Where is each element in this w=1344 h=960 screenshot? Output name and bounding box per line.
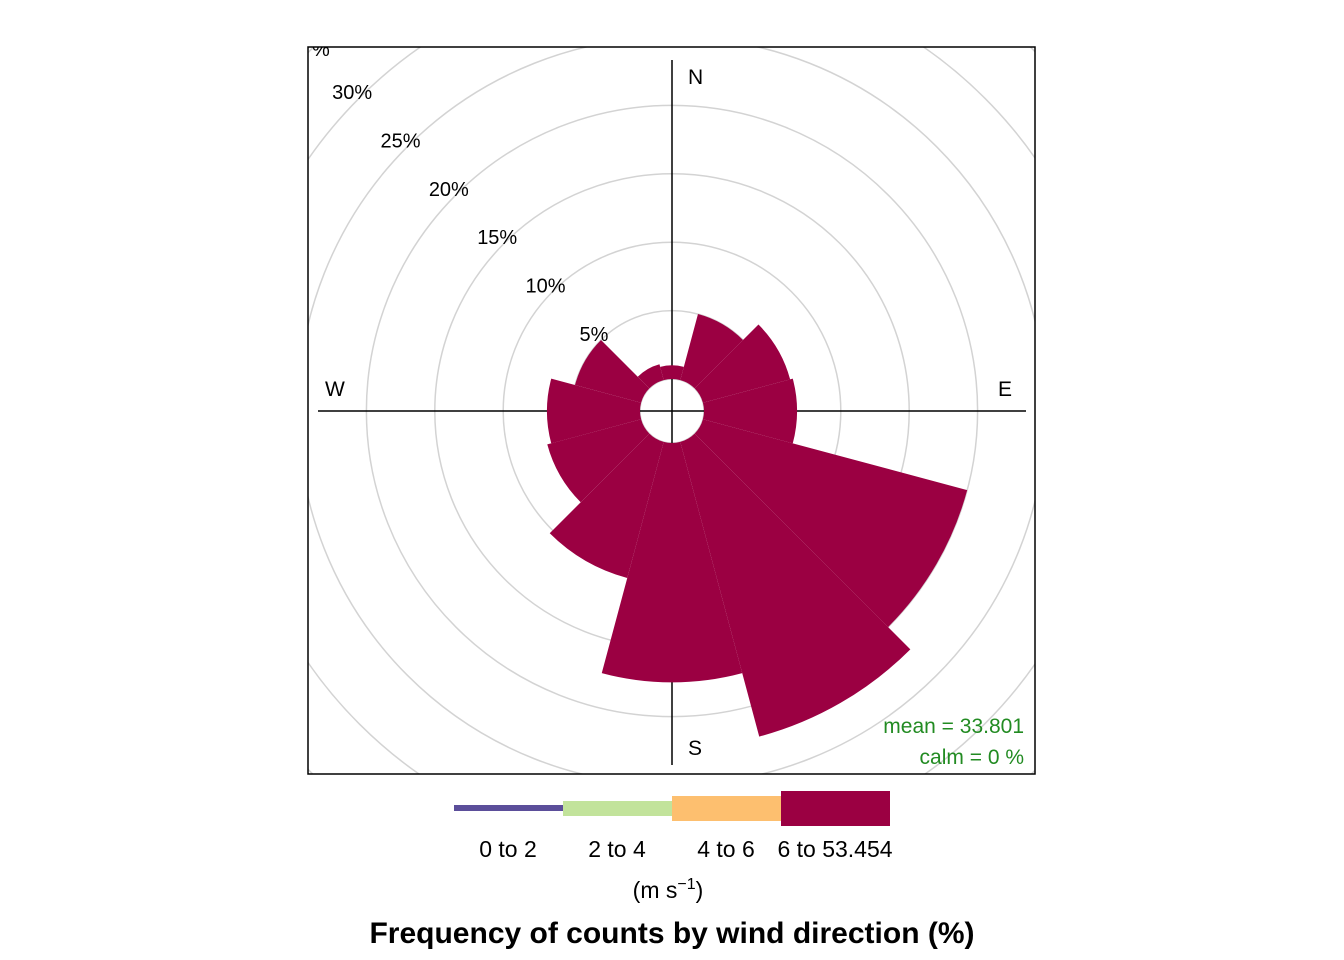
wind-bar-0deg <box>660 365 684 381</box>
legend-label-2-4: 2 to 4 <box>588 836 646 862</box>
wind-bars <box>546 314 968 737</box>
stats-box: mean = 33.801 calm = 0 % <box>883 715 1024 769</box>
compass-north: N <box>688 66 703 89</box>
radial-tick-label: 5% <box>579 324 608 346</box>
calm-stat: calm = 0 % <box>920 746 1024 769</box>
legend-label-6-53: 6 to 53.454 <box>777 836 892 862</box>
wind-bar-270deg <box>546 378 642 444</box>
wind-bar-90deg <box>702 378 798 444</box>
wind-bar-210deg <box>549 433 664 579</box>
radial-tick-label: 10% <box>526 276 566 298</box>
wind-bar-240deg <box>547 419 650 503</box>
legend-swatch-4-6 <box>672 796 781 821</box>
legend: 0 to 2 2 to 4 4 to 6 6 to 53.454 (m s−1) <box>454 791 893 903</box>
legend-units: (m s−1) <box>633 876 704 903</box>
wind-bar-330deg <box>637 364 664 389</box>
calm-label: calm <box>920 746 964 769</box>
wind-bar-150deg <box>680 433 911 737</box>
wind-bar-120deg <box>694 419 968 628</box>
legend-swatch-2-4 <box>563 801 672 816</box>
radial-tick-label: 25% <box>380 130 420 152</box>
radial-tick-label: 15% <box>477 227 517 249</box>
compass-east: E <box>998 378 1012 401</box>
corner-tick-label: % <box>312 39 330 61</box>
mean-stat: mean = 33.801 <box>883 715 1024 738</box>
radial-tick-label: 20% <box>429 179 469 201</box>
calm-value: 0 % <box>988 746 1024 769</box>
mean-label: mean <box>883 715 936 738</box>
wind-bar-180deg <box>601 441 743 683</box>
legend-swatch-0-2 <box>454 805 563 811</box>
radial-tick-labels: % 5% 10% 15% 20% 25% 30% <box>312 39 609 346</box>
mean-eq: = <box>942 715 954 738</box>
calm-eq: = <box>970 746 982 769</box>
wind-bar-60deg <box>694 324 791 403</box>
legend-label-4-6: 4 to 6 <box>697 836 755 862</box>
plot-frame <box>307 46 1036 775</box>
compass-west: W <box>325 378 345 401</box>
radial-tick-label: 30% <box>332 82 372 104</box>
mean-value: 33.801 <box>960 715 1024 738</box>
chart-title: Frequency of counts by wind direction (%… <box>369 917 974 950</box>
legend-label-0-2: 0 to 2 <box>479 836 537 862</box>
wind-bar-300deg <box>575 340 650 403</box>
wind-bar-30deg <box>680 314 743 389</box>
legend-swatch-6-53 <box>781 791 890 826</box>
compass-south: S <box>688 737 702 760</box>
